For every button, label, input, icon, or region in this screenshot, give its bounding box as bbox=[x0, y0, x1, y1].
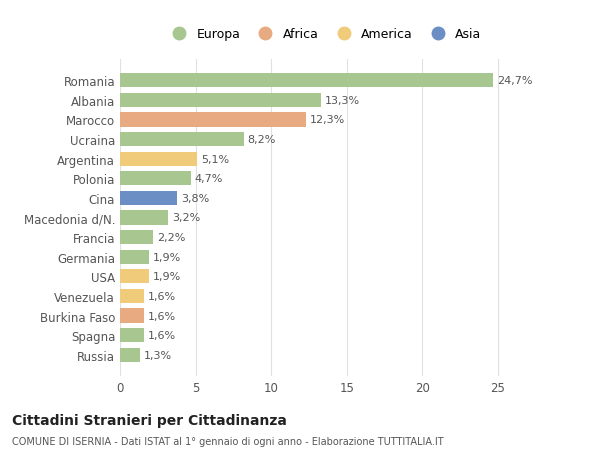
Bar bbox=[120, 348, 140, 362]
Bar bbox=[120, 309, 144, 323]
Text: 5,1%: 5,1% bbox=[201, 154, 229, 164]
Text: 12,3%: 12,3% bbox=[310, 115, 345, 125]
Bar bbox=[120, 289, 144, 303]
Text: COMUNE DI ISERNIA - Dati ISTAT al 1° gennaio di ogni anno - Elaborazione TUTTITA: COMUNE DI ISERNIA - Dati ISTAT al 1° gen… bbox=[12, 436, 443, 446]
Text: 1,6%: 1,6% bbox=[148, 330, 176, 341]
Bar bbox=[120, 269, 149, 284]
Legend: Europa, Africa, America, Asia: Europa, Africa, America, Asia bbox=[166, 28, 482, 41]
Text: 24,7%: 24,7% bbox=[497, 76, 533, 86]
Text: 3,2%: 3,2% bbox=[172, 213, 200, 223]
Bar bbox=[120, 250, 149, 264]
Text: 13,3%: 13,3% bbox=[325, 95, 360, 106]
Bar bbox=[120, 94, 321, 108]
Bar bbox=[120, 113, 306, 127]
Bar bbox=[120, 172, 191, 186]
Text: 2,2%: 2,2% bbox=[157, 233, 185, 242]
Bar bbox=[120, 152, 197, 167]
Text: 1,9%: 1,9% bbox=[152, 252, 181, 262]
Text: Cittadini Stranieri per Cittadinanza: Cittadini Stranieri per Cittadinanza bbox=[12, 413, 287, 427]
Text: 1,3%: 1,3% bbox=[143, 350, 172, 360]
Text: 8,2%: 8,2% bbox=[248, 135, 276, 145]
Text: 1,6%: 1,6% bbox=[148, 291, 176, 301]
Bar bbox=[120, 133, 244, 147]
Text: 4,7%: 4,7% bbox=[195, 174, 223, 184]
Bar bbox=[120, 191, 178, 206]
Text: 1,6%: 1,6% bbox=[148, 311, 176, 321]
Bar bbox=[120, 328, 144, 342]
Bar bbox=[120, 211, 169, 225]
Text: 1,9%: 1,9% bbox=[152, 272, 181, 282]
Bar bbox=[120, 230, 153, 245]
Bar bbox=[120, 74, 493, 88]
Text: 3,8%: 3,8% bbox=[181, 194, 209, 203]
